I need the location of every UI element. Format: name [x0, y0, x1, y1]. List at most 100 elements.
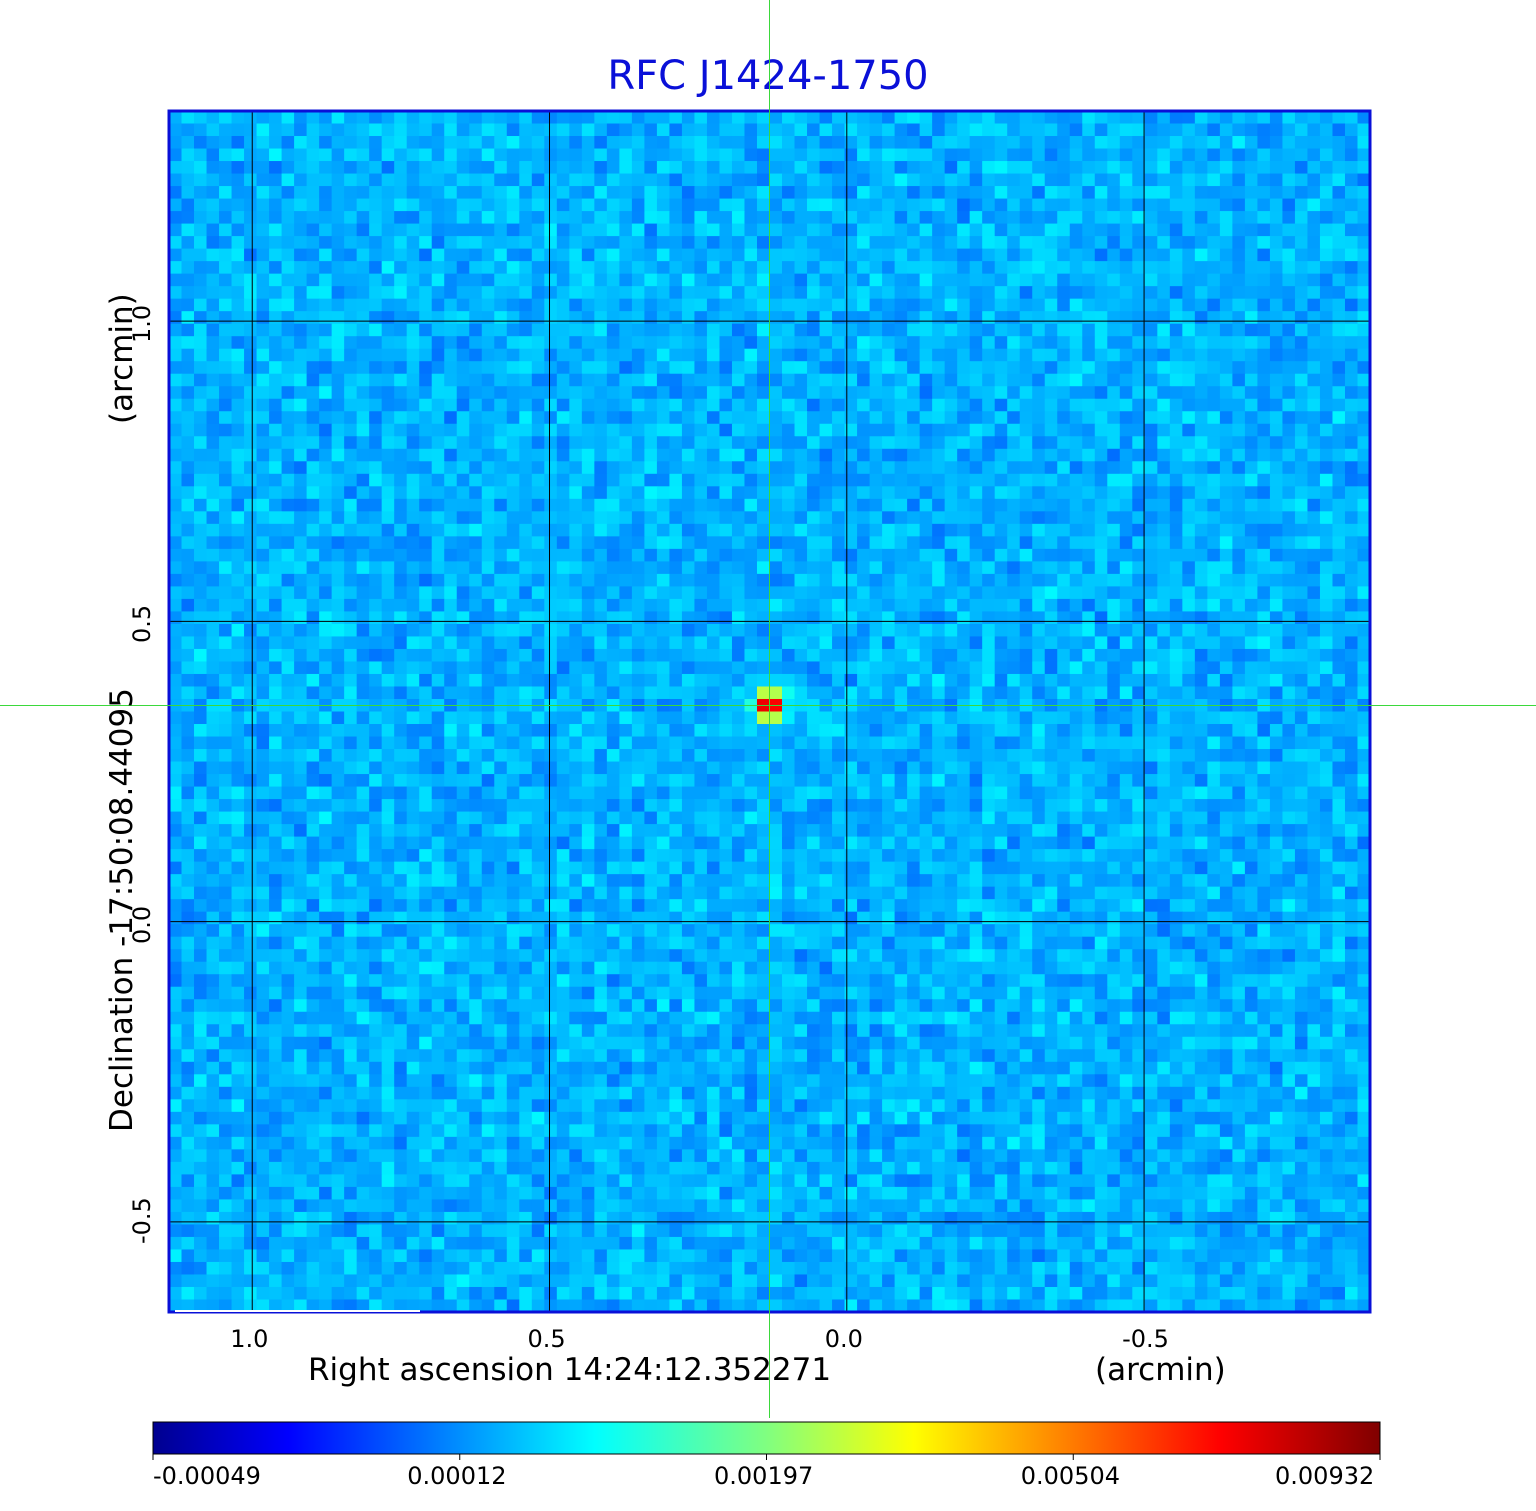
heatmap-cell [381, 686, 395, 700]
heatmap-cell [569, 336, 583, 350]
heatmap-cell [706, 311, 721, 325]
heatmap-cell [1332, 411, 1346, 425]
heatmap-cell [807, 136, 821, 150]
heatmap-cell [669, 511, 683, 525]
heatmap-cell [1144, 186, 1158, 200]
heatmap-cell [581, 336, 595, 350]
heatmap-cell [206, 423, 220, 437]
heatmap-cell [294, 411, 308, 425]
heatmap-cell [857, 323, 871, 337]
heatmap-cell [944, 161, 958, 175]
heatmap-cell [631, 498, 645, 512]
heatmap-cell [231, 636, 245, 650]
heatmap-cell [1257, 523, 1271, 537]
heatmap-cell [481, 348, 495, 362]
heatmap-cell [219, 386, 233, 400]
heatmap-cell [169, 511, 183, 525]
heatmap-cell [907, 136, 921, 150]
heatmap-cell [744, 686, 758, 700]
heatmap-cell [1032, 511, 1046, 525]
heatmap-cell [1007, 736, 1021, 750]
heatmap-cell [1357, 498, 1371, 512]
heatmap-cell [331, 161, 345, 175]
heatmap-cell [456, 636, 470, 650]
heatmap-cell [1069, 598, 1083, 613]
heatmap-cell [369, 261, 383, 275]
heatmap-cell [619, 473, 633, 487]
heatmap-cell [694, 123, 708, 137]
heatmap-cell [1257, 186, 1271, 200]
heatmap-cell [356, 311, 370, 325]
heatmap-cell [631, 298, 645, 312]
heatmap-cell [907, 211, 921, 225]
heatmap-cell [444, 611, 458, 625]
heatmap-cell [1044, 248, 1058, 262]
heatmap-cell [1132, 623, 1146, 638]
heatmap-cell [719, 236, 733, 250]
heatmap-cell [494, 111, 508, 125]
heatmap-cell [581, 286, 595, 300]
heatmap-cell [1132, 173, 1146, 187]
heatmap-cell [294, 348, 308, 362]
heatmap-cell [756, 248, 771, 262]
heatmap-cell [1332, 598, 1346, 613]
heatmap-cell [894, 623, 908, 638]
heatmap-cell [1057, 511, 1071, 525]
heatmap-cell [1069, 273, 1083, 287]
heatmap-cell [719, 323, 733, 337]
heatmap-cell [982, 673, 996, 688]
heatmap-cell [1219, 636, 1233, 650]
heatmap-cell [1344, 336, 1359, 350]
heatmap-cell [782, 236, 796, 250]
heatmap-cell [419, 411, 433, 425]
heatmap-cell [1319, 173, 1334, 187]
heatmap-cell [1119, 298, 1133, 312]
heatmap-cell [281, 611, 295, 625]
heatmap-cell [1182, 111, 1196, 125]
heatmap-cell [694, 373, 708, 387]
heatmap-cell [731, 724, 746, 738]
heatmap-cell [594, 711, 608, 725]
heatmap-cell [957, 348, 971, 362]
heatmap-cell [944, 373, 958, 387]
heatmap-cell [944, 298, 958, 312]
heatmap-cell [1144, 598, 1158, 613]
heatmap-cell [594, 473, 608, 487]
heatmap-cell [706, 261, 721, 275]
heatmap-cell [1032, 148, 1046, 162]
heatmap-cell [369, 623, 383, 638]
heatmap-cell [369, 336, 383, 350]
heatmap-cell [406, 561, 420, 575]
heatmap-cell [1119, 211, 1133, 225]
heatmap-cell [1232, 161, 1246, 175]
heatmap-cell [356, 598, 370, 613]
heatmap-cell [1282, 236, 1296, 250]
heatmap-cell [256, 261, 270, 275]
heatmap-cell [694, 673, 708, 688]
heatmap-cell [844, 336, 858, 350]
heatmap-cell [506, 298, 520, 312]
heatmap-cell [344, 623, 358, 638]
heatmap-cell [1232, 736, 1246, 750]
heatmap-cell [1357, 661, 1371, 675]
heatmap-cell [206, 586, 220, 600]
heatmap-cell [1244, 148, 1259, 162]
heatmap-cell [369, 461, 383, 475]
heatmap-cell [456, 248, 470, 262]
heatmap-cell [281, 286, 295, 300]
heatmap-cell [456, 161, 470, 175]
heatmap-cell [594, 286, 608, 300]
heatmap-cell [982, 111, 996, 125]
heatmap-cell [756, 286, 771, 300]
heatmap-cell [1244, 198, 1259, 212]
heatmap-cell [1144, 523, 1158, 537]
heatmap-cell [994, 111, 1008, 125]
heatmap-cell [1019, 561, 1033, 575]
heatmap-cell [306, 323, 320, 337]
heatmap-cell [506, 198, 520, 212]
heatmap-cell [219, 261, 233, 275]
heatmap-cell [1232, 586, 1246, 600]
heatmap-cell [494, 248, 508, 262]
heatmap-cell [219, 298, 233, 312]
heatmap-cell [1194, 486, 1208, 500]
